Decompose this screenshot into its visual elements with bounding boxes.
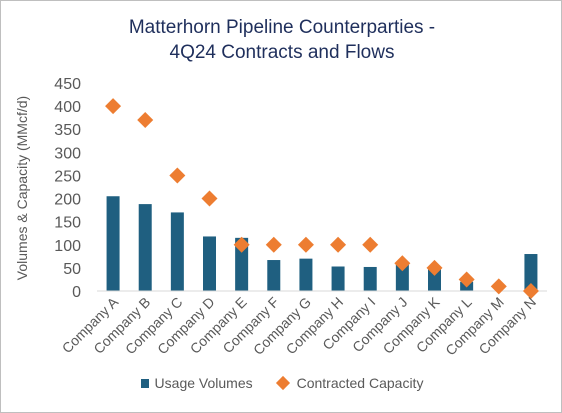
bar-usage-volume <box>138 204 152 291</box>
y-tick-label: 250 <box>54 168 81 185</box>
legend-label-contracted-capacity: Contracted Capacity <box>296 375 424 391</box>
bar-usage-volume <box>235 237 249 291</box>
marker-contracted-capacity <box>169 167 186 184</box>
bars-usage-volumes <box>106 196 538 291</box>
bar-usage-volume <box>170 212 184 291</box>
y-tick-label: 50 <box>63 261 81 278</box>
marker-contracted-capacity <box>137 111 154 128</box>
marker-contracted-capacity <box>362 236 379 253</box>
y-tick-label: 350 <box>54 122 81 139</box>
y-tick-label: 0 <box>72 284 81 301</box>
markers-contracted-capacity <box>105 98 539 299</box>
bar-usage-volume <box>363 266 377 291</box>
bar-usage-volume <box>203 236 216 291</box>
legend-item-contracted-capacity: Contracted Capacity <box>275 375 424 391</box>
marker-contracted-capacity <box>490 278 507 295</box>
y-tick-label: 100 <box>54 238 81 255</box>
marker-contracted-capacity <box>458 271 475 288</box>
bar-usage-volume <box>299 258 313 291</box>
y-tick-label: 150 <box>54 215 81 232</box>
legend-bar-swatch <box>140 378 149 388</box>
marker-contracted-capacity <box>330 236 347 253</box>
y-tick-label: 450 <box>54 76 81 93</box>
y-tick-label: 300 <box>54 145 81 162</box>
marker-contracted-capacity <box>394 255 411 272</box>
legend-item-usage-volumes: Usage Volumes <box>140 375 253 391</box>
chart-title-line-1: Matterhorn Pipeline Counterparties - <box>128 17 436 38</box>
marker-contracted-capacity <box>233 236 250 253</box>
chart-title-line-2: 4Q24 Contracts and Flows <box>169 42 395 63</box>
y-tick-label: 200 <box>54 192 81 209</box>
bar-usage-volume <box>267 260 281 291</box>
legend-label-usage-volumes: Usage Volumes <box>154 375 253 391</box>
marker-contracted-capacity <box>297 236 314 253</box>
bar-usage-volume <box>331 266 345 291</box>
legend: Usage Volumes Contracted Capacity <box>1 375 562 391</box>
y-axis-label: Volumes & Capacity (MMcf/d) <box>14 96 30 280</box>
legend-diamond-swatch <box>275 375 290 391</box>
marker-contracted-capacity <box>522 283 539 299</box>
bar-usage-volume <box>428 269 441 291</box>
y-tick-label: 400 <box>54 99 81 116</box>
bar-usage-volume <box>395 263 409 291</box>
bar-usage-volume <box>524 254 538 291</box>
marker-contracted-capacity <box>426 259 443 276</box>
marker-contracted-capacity <box>265 236 282 253</box>
chart-title: Matterhorn Pipeline Counterparties - 4Q2… <box>1 15 562 65</box>
marker-contracted-capacity <box>201 190 218 207</box>
y-axis-ticks: 0 50 100 150 200 250 300 350 400 450 <box>54 76 81 301</box>
bar-usage-volume <box>106 196 120 291</box>
marker-contracted-capacity <box>105 98 122 115</box>
